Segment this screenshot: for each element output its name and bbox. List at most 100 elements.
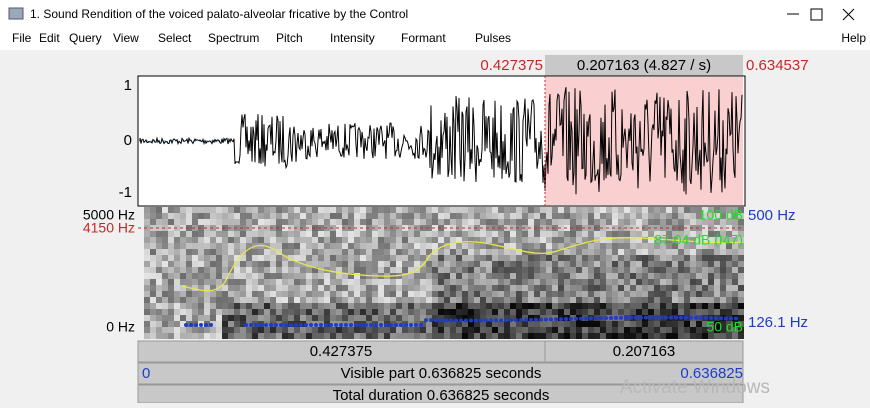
spectrogram-cell bbox=[312, 315, 318, 321]
menu-item[interactable]: Help bbox=[841, 31, 866, 45]
spectrogram-cell bbox=[210, 243, 216, 249]
spectrogram-cell bbox=[660, 309, 666, 315]
spectrogram-cell bbox=[708, 279, 714, 285]
spectrogram-cell bbox=[558, 237, 564, 243]
spectrogram-cell bbox=[378, 207, 384, 213]
pitch-point bbox=[379, 323, 383, 327]
spectrogram-cell bbox=[528, 309, 534, 315]
spectrogram-cell bbox=[642, 261, 648, 267]
spectrogram-cell bbox=[720, 273, 726, 279]
spectrogram-cell bbox=[252, 309, 258, 315]
menu-item[interactable]: Pulses bbox=[475, 31, 511, 45]
spectrogram-cell bbox=[300, 219, 306, 225]
spectrogram-cell bbox=[240, 279, 246, 285]
spectrogram-cell bbox=[354, 315, 360, 321]
menu-item[interactable]: View bbox=[113, 31, 139, 45]
spectrogram-cell bbox=[660, 321, 666, 327]
spectrogram-cell bbox=[324, 303, 330, 309]
spectrogram-cell bbox=[720, 297, 726, 303]
spectrogram-cell bbox=[276, 213, 282, 219]
spectrogram-cell bbox=[672, 207, 678, 213]
menu-item[interactable]: Pitch bbox=[276, 31, 303, 45]
spectrogram-cell bbox=[408, 279, 414, 285]
spectrogram-cell bbox=[516, 267, 522, 273]
spectrogram-cell bbox=[180, 327, 186, 333]
spectrogram-cell bbox=[444, 249, 450, 255]
menu-item[interactable]: File bbox=[12, 31, 32, 45]
spectrogram-cell bbox=[624, 219, 630, 225]
spectrogram-cell bbox=[348, 243, 354, 249]
spectrogram-cell bbox=[606, 261, 612, 267]
spectrogram-cell bbox=[426, 219, 432, 225]
menu-item[interactable]: Edit bbox=[39, 31, 60, 45]
menu-item[interactable]: Formant bbox=[401, 31, 446, 45]
spectrogram-cell bbox=[570, 255, 576, 261]
spectrogram-cell bbox=[690, 309, 696, 315]
spectrogram-cell bbox=[414, 303, 420, 309]
spectrogram-cell bbox=[510, 231, 516, 237]
spectrogram-cell bbox=[324, 249, 330, 255]
spectrogram-cell bbox=[468, 273, 474, 279]
spectrogram-cell bbox=[492, 333, 498, 339]
spectrogram-cell bbox=[618, 261, 624, 267]
spectrogram-cell bbox=[294, 237, 300, 243]
pitch-point bbox=[429, 318, 433, 322]
spectrogram-cell bbox=[528, 231, 534, 237]
spectrogram-cell bbox=[540, 267, 546, 273]
spectrogram-cell bbox=[558, 231, 564, 237]
spectrogram-cell bbox=[666, 327, 672, 333]
spectrogram-cell bbox=[630, 213, 636, 219]
spectrogram-cell bbox=[318, 207, 324, 213]
spectrogram-cell bbox=[672, 249, 678, 255]
selection-duration: 0.207163 (4.827 / s) bbox=[577, 57, 711, 74]
spectrogram-cell bbox=[444, 309, 450, 315]
spectrogram-cell bbox=[282, 249, 288, 255]
spectrogram-cell bbox=[426, 303, 432, 309]
spectrogram-cell bbox=[534, 267, 540, 273]
spectrogram-cell bbox=[300, 237, 306, 243]
spectrogram-cell bbox=[630, 207, 636, 213]
spectrogram-cell bbox=[558, 255, 564, 261]
spectrogram-cell bbox=[582, 327, 588, 333]
spectrogram-cell bbox=[426, 237, 432, 243]
spectrogram-cell bbox=[504, 297, 510, 303]
spectrogram-cell bbox=[630, 255, 636, 261]
spectrogram-cell bbox=[372, 261, 378, 267]
spectrogram-cell bbox=[144, 303, 150, 309]
menu-item[interactable]: Intensity bbox=[330, 31, 375, 45]
selection-start: 0.427375 bbox=[480, 57, 543, 74]
spectrogram-cell bbox=[468, 279, 474, 285]
menu-item[interactable]: Select bbox=[158, 31, 192, 45]
spectrogram-cell bbox=[678, 213, 684, 219]
spectrogram-cell bbox=[630, 309, 636, 315]
spectrogram-cell bbox=[654, 279, 660, 285]
spectrogram-cell bbox=[210, 261, 216, 267]
spectrogram-cell bbox=[198, 243, 204, 249]
spectrogram-cell bbox=[450, 231, 456, 237]
spectrogram-cell bbox=[522, 291, 528, 297]
spectrogram-cell bbox=[222, 291, 228, 297]
spectrogram-cell bbox=[450, 261, 456, 267]
spectrogram-cell bbox=[306, 267, 312, 273]
spectrogram-cell bbox=[186, 333, 192, 339]
spectrogram-cell bbox=[252, 261, 258, 267]
spectrogram-cell bbox=[186, 297, 192, 303]
pitch-point bbox=[389, 323, 393, 327]
pitch-point bbox=[334, 323, 338, 327]
spectrogram-cell bbox=[144, 309, 150, 315]
spectrogram-cell bbox=[336, 315, 342, 321]
spectrogram-cell bbox=[210, 327, 216, 333]
pitch-point bbox=[269, 323, 273, 327]
spectrogram-cell bbox=[540, 237, 546, 243]
spectrogram-cell bbox=[192, 291, 198, 297]
frequency-cursor-label: 4150 Hz bbox=[83, 220, 135, 236]
spectrogram-cell bbox=[642, 207, 648, 213]
menu-item[interactable]: Query bbox=[69, 31, 102, 45]
spectrogram-cell bbox=[348, 291, 354, 297]
spectrogram-cell bbox=[336, 231, 342, 237]
spectrogram-cell bbox=[174, 327, 180, 333]
spectrogram-cell bbox=[510, 279, 516, 285]
spectrogram-cell bbox=[150, 237, 156, 243]
spectrogram-cell bbox=[600, 333, 606, 339]
menu-item[interactable]: Spectrum bbox=[208, 31, 259, 45]
